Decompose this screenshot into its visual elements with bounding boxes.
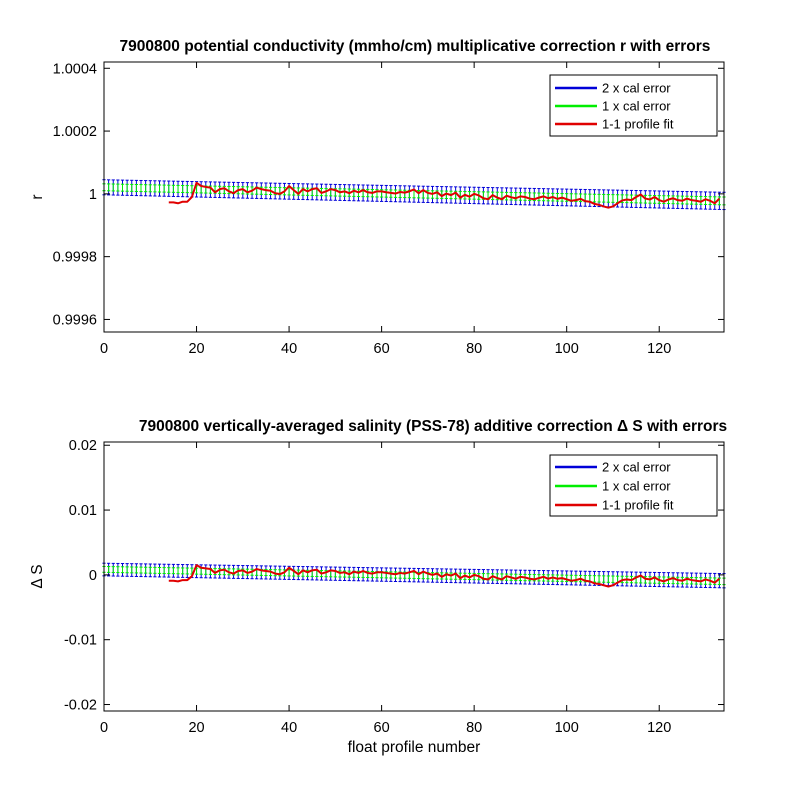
axes-frame bbox=[103, 61, 725, 333]
chart-panel-r: 7900800 potential conductivity (mmho/cm)… bbox=[29, 38, 726, 357]
axes-frame bbox=[103, 441, 725, 712]
legend: 2 x cal error 1 x cal error 1-1 profile … bbox=[549, 454, 718, 517]
series-group bbox=[102, 562, 726, 589]
axes: 0 20 40 60 80 100 120 -0.02 -0.01 0 0.01 0.02 bbox=[64, 438, 725, 736]
y-tick-label: 0.9998 bbox=[53, 250, 97, 266]
y-axis-label: r bbox=[29, 194, 46, 199]
x-tick-label: 80 bbox=[466, 720, 482, 736]
legend-label-2x-cal-error: 2 x cal error bbox=[602, 81, 671, 96]
series-line-profile-fit bbox=[168, 181, 721, 209]
y-axis-label: Δ S bbox=[29, 564, 46, 588]
x-tick-label: 80 bbox=[466, 341, 482, 357]
chart-title: 7900800 potential conductivity (mmho/cm)… bbox=[120, 38, 711, 55]
y-tick-label: 0.02 bbox=[69, 438, 97, 454]
legend-label-1x-cal-error: 1 x cal error bbox=[602, 479, 671, 494]
chart-panel-delta-s: 7900800 vertically-averaged salinity (PS… bbox=[29, 418, 727, 756]
x-tick-label: 20 bbox=[188, 341, 204, 357]
legend-label-profile-fit: 1-1 profile fit bbox=[602, 117, 674, 132]
x-axis-label: float profile number bbox=[348, 739, 481, 756]
axes: 0 20 40 60 80 100 120 0.9996 0.9998 1 1.0002 1.0004 bbox=[53, 61, 725, 357]
x-tick-label: 100 bbox=[555, 341, 579, 357]
x-tick-label: 60 bbox=[374, 720, 390, 736]
legend-label-profile-fit: 1-1 profile fit bbox=[602, 498, 674, 513]
y-tick-label: 1.0002 bbox=[53, 124, 97, 140]
x-tick-label: 100 bbox=[555, 720, 579, 736]
legend: 2 x cal error 1 x cal error 1-1 profile … bbox=[549, 74, 718, 137]
x-tick-label: 0 bbox=[100, 720, 108, 736]
series-group bbox=[102, 179, 726, 211]
y-tick-label: -0.02 bbox=[64, 698, 97, 714]
legend-label-2x-cal-error: 2 x cal error bbox=[602, 460, 671, 475]
x-tick-label: 60 bbox=[374, 341, 390, 357]
x-tick-label: 40 bbox=[281, 720, 297, 736]
chart-title: 7900800 vertically-averaged salinity (PS… bbox=[139, 418, 727, 435]
x-tick-label: 20 bbox=[188, 720, 204, 736]
x-tick-label: 120 bbox=[647, 341, 671, 357]
y-tick-label: -0.01 bbox=[64, 633, 97, 649]
y-tick-label: 1.0004 bbox=[53, 61, 97, 77]
y-tick-label: 0.01 bbox=[69, 503, 97, 519]
x-tick-label: 0 bbox=[100, 341, 108, 357]
y-tick-label: 0.9996 bbox=[53, 312, 97, 328]
series-line-profile-fit bbox=[168, 564, 721, 588]
legend-label-1x-cal-error: 1 x cal error bbox=[602, 99, 671, 114]
x-tick-label: 40 bbox=[281, 341, 297, 357]
y-tick-label: 0 bbox=[89, 568, 97, 584]
y-tick-label: 1 bbox=[89, 187, 97, 203]
x-tick-label: 120 bbox=[647, 720, 671, 736]
